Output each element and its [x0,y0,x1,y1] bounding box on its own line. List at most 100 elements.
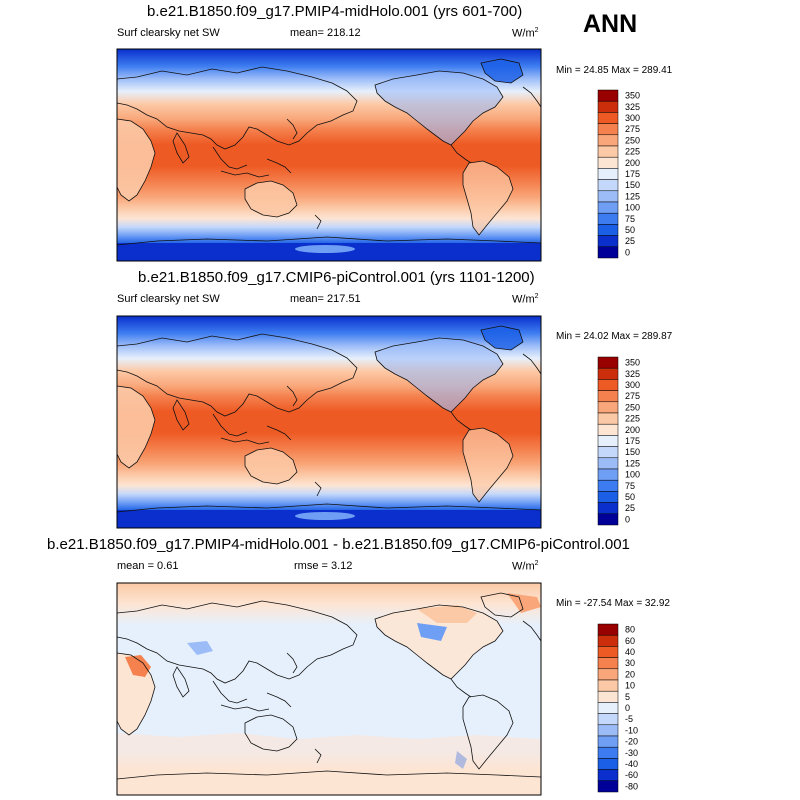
colorbar-tick-label: 100 [625,203,640,213]
colorbar-box [597,646,619,658]
colorbar-box [597,769,619,782]
panel1-mean: mean= 218.12 [290,27,361,39]
colorbar-box [597,201,619,214]
colorbar-tick-label: -20 [625,737,638,747]
colorbar-box [597,502,619,515]
colorbar-tick-label: 200 [625,158,640,168]
colorbar-box [597,491,619,503]
colorbar-box [597,401,619,414]
colorbar-box [597,123,619,136]
panel2-minmax: Min = 24.02 Max = 289.87 [556,331,673,342]
colorbar-tick-label: 75 [625,481,635,491]
panel2-variable: Surf clearsky net SW [117,293,220,305]
panel2-units: W/m2 [512,293,539,306]
colorbar-box [597,100,619,113]
panel3-title: b.e21.B1850.f09_g17.PMIP4-midHolo.001 - … [47,536,630,553]
colorbar-box [597,190,619,203]
colorbar-box [597,780,619,793]
colorbar-tick-label: 150 [625,447,640,457]
colorbar-box [597,446,619,459]
colorbar-box [597,112,619,124]
colorbar-tick-label: 300 [625,380,640,390]
colorbar-box [597,246,619,259]
colorbar-tick-label: 325 [625,102,640,112]
panel1-title: b.e21.B1850.f09_g17.PMIP4-midHolo.001 (y… [147,3,523,20]
colorbar-box [597,634,619,647]
panel3-map [116,582,542,796]
colorbar-tick-label: 0 [625,247,630,257]
panel3-mean: mean = 0.61 [117,560,179,572]
colorbar-tick-label: 25 [625,236,635,246]
panel2-mean: mean= 217.51 [290,293,361,305]
colorbar-tick-label: 125 [625,191,640,201]
colorbar-box [597,212,619,225]
colorbar-tick-label: 250 [625,135,640,145]
colorbar-tick-label: 175 [625,436,640,446]
colorbar-tick-label: -10 [625,725,638,735]
panel1-map [116,48,542,262]
colorbar-box [597,423,619,436]
colorbar-tick-label: 125 [625,458,640,468]
colorbar-box [597,412,619,425]
panel3-units: W/m2 [512,560,539,573]
colorbar-tick-label: 150 [625,180,640,190]
panel1-units: W/m2 [512,27,539,40]
colorbar-box [597,746,619,759]
colorbar-tick-label: 40 [625,647,635,657]
colorbar-tick-label: 325 [625,369,640,379]
colorbar-tick-label: 80 [625,625,635,635]
colorbar-box [597,724,619,737]
colorbar-tick-label: 225 [625,147,640,157]
colorbar-box [597,379,619,391]
colorbar-tick-label: -5 [625,714,633,724]
colorbar-tick-label: 5 [625,692,630,702]
colorbar-box [597,457,619,470]
colorbar-box [597,468,619,481]
colorbar-tick-label: 75 [625,214,635,224]
colorbar-tick-label: 100 [625,470,640,480]
panel3-rmse: rmse = 3.12 [294,560,353,572]
colorbar-box [597,224,619,236]
colorbar-tick-label: 350 [625,91,640,101]
colorbar-tick-label: 175 [625,169,640,179]
colorbar-box [597,679,619,692]
panel3-minmax: Min = -27.54 Max = 32.92 [556,598,670,609]
colorbar-box [597,367,619,380]
colorbar-tick-label: 30 [625,658,635,668]
colorbar-tick-label: 0 [625,514,630,524]
colorbar-box [597,657,619,670]
colorbar-tick-label: 20 [625,669,635,679]
colorbar-tick-label: 225 [625,414,640,424]
panel2-map [116,315,542,529]
colorbar-box [597,356,619,369]
colorbar-tick-label: -60 [625,770,638,780]
colorbar-tick-label: 25 [625,503,635,513]
panel1-minmax: Min = 24.85 Max = 289.41 [556,65,673,76]
colorbar-tick-label: 275 [625,124,640,134]
colorbar-tick-label: -30 [625,748,638,758]
colorbar-box [597,156,619,169]
colorbar-box [597,89,619,102]
colorbar-tick-label: 250 [625,402,640,412]
colorbar-box [597,235,619,248]
colorbar-box [597,668,619,681]
colorbar-tick-label: 0 [625,703,630,713]
colorbar-tick-label: 50 [625,225,635,235]
colorbar-tick-label: 275 [625,391,640,401]
colorbar-box [597,479,619,492]
colorbar-box [597,435,619,447]
colorbar-box [597,134,619,147]
colorbar-tick-label: 300 [625,113,640,123]
colorbar-tick-label: -40 [625,759,638,769]
panel2-title: b.e21.B1850.f09_g17.CMIP6-piControl.001 … [138,269,535,286]
colorbar-tick-label: 60 [625,636,635,646]
panel1-variable: Surf clearsky net SW [117,27,220,39]
colorbar-box [597,623,619,636]
colorbar-box [597,513,619,526]
colorbar-box [597,758,619,770]
colorbar-box [597,713,619,726]
